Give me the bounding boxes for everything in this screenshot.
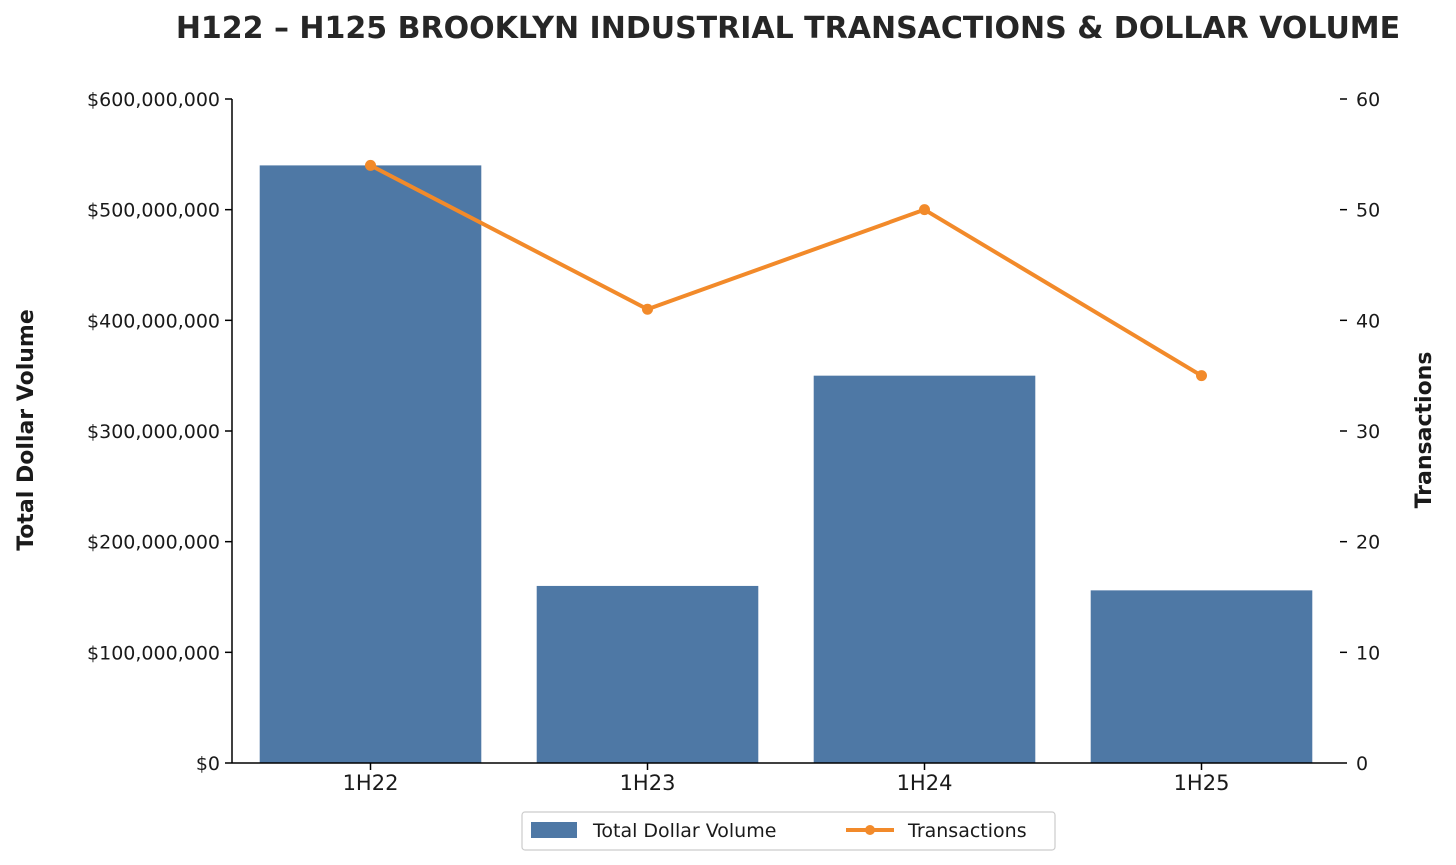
x-tick-label: 1H24 [897, 771, 953, 795]
left-tick-label: $100,000,000 [87, 642, 220, 664]
transactions-line [368, 163, 1204, 378]
y-axis-label-left: Total Dollar Volume [14, 309, 39, 551]
right-tick-label: 30 [1356, 421, 1380, 443]
right-tick-label: 10 [1356, 642, 1380, 664]
right-tick-label: 20 [1356, 532, 1380, 554]
transactions-point-1h24 [919, 204, 930, 216]
bar-1h22 [259, 165, 482, 763]
transactions-point-1h22 [365, 159, 376, 171]
x-tick-label: 1H25 [1174, 771, 1230, 795]
bar-1h23 [536, 585, 759, 763]
left-tick-label: $500,000,000 [87, 200, 220, 222]
legend-label-total-dollar-volume: Total Dollar Volume [592, 820, 776, 842]
transactions-point-1h23 [642, 303, 653, 315]
x-tick-label: 1H22 [343, 771, 399, 795]
left-tick-label: $200,000,000 [87, 532, 220, 554]
legend-swatch-transactions-marker [865, 825, 875, 835]
right-tick-label: 60 [1356, 89, 1380, 111]
right-axis: 0 10 20 30 40 50 60 [1340, 89, 1380, 775]
right-tick-label: 0 [1356, 753, 1368, 775]
left-tick-label: $300,000,000 [87, 421, 220, 443]
right-tick-label: 50 [1356, 200, 1380, 222]
transactions-point-1h25 [1196, 370, 1207, 382]
left-axis: $0 $100,000,000 $200,000,000 $300,000,000 $4… [87, 89, 233, 775]
left-tick-label: $0 [196, 753, 220, 775]
legend-frame [521, 811, 1056, 851]
legend-label-transactions: Transactions [907, 820, 1027, 842]
bar-1h25 [1090, 590, 1313, 763]
left-tick-label: $600,000,000 [87, 89, 220, 111]
transactions-line-group [365, 159, 1207, 382]
x-axis: 1H22 1H23 1H24 1H25 [232, 762, 1340, 795]
legend: Total Dollar Volume Transactions [521, 811, 1056, 851]
legend-swatch-total-dollar-volume [531, 822, 577, 838]
bars-group [259, 165, 1313, 763]
y-axis-label-right: Transactions [1412, 352, 1437, 509]
bar-1h24 [813, 375, 1036, 763]
x-tick-label: 1H23 [620, 771, 676, 795]
right-tick-label: 40 [1356, 310, 1380, 332]
chart-title: H122 – H125 BROOKLYN INDUSTRIAL TRANSACT… [176, 11, 1400, 46]
left-tick-label: $400,000,000 [87, 310, 220, 332]
